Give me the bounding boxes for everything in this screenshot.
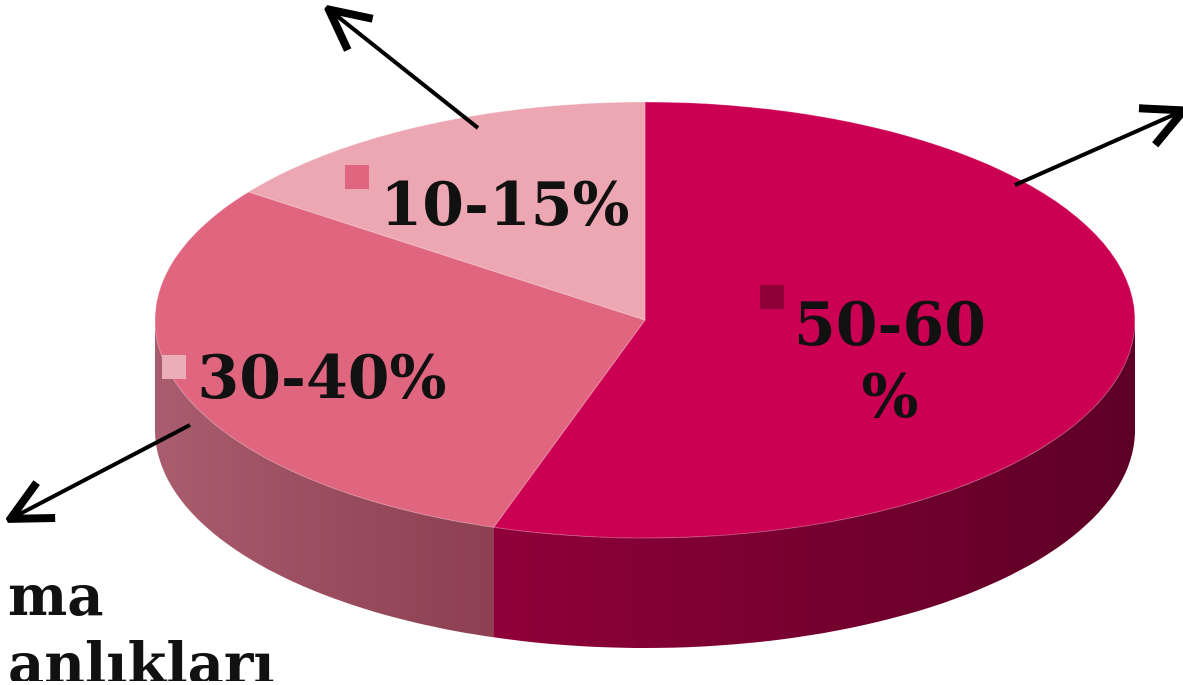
legend-marker-2 bbox=[345, 165, 369, 189]
arrow-0 bbox=[332, 12, 480, 130]
slice-label-2: 10-15% bbox=[381, 170, 630, 240]
arrow-2 bbox=[14, 423, 191, 517]
slice-label-1: 30-40% bbox=[198, 343, 447, 413]
slice-label-0-line-0: 50-60 bbox=[794, 290, 986, 360]
annotation-line-1: anlıkları bbox=[8, 631, 275, 681]
annotation-line-0: ma bbox=[8, 563, 104, 629]
legend-marker-1 bbox=[162, 355, 186, 379]
arrow-1 bbox=[1014, 112, 1180, 187]
pie-side-shade-1 bbox=[155, 320, 494, 638]
pie-side-shade-0 bbox=[493, 322, 1136, 648]
legend-marker-0 bbox=[760, 285, 784, 309]
pie-slice-1 bbox=[154, 191, 646, 528]
slice-label-0-line-1: % bbox=[861, 362, 918, 432]
pie-slice-2 bbox=[247, 101, 646, 321]
pie-slice-0 bbox=[492, 101, 1136, 539]
